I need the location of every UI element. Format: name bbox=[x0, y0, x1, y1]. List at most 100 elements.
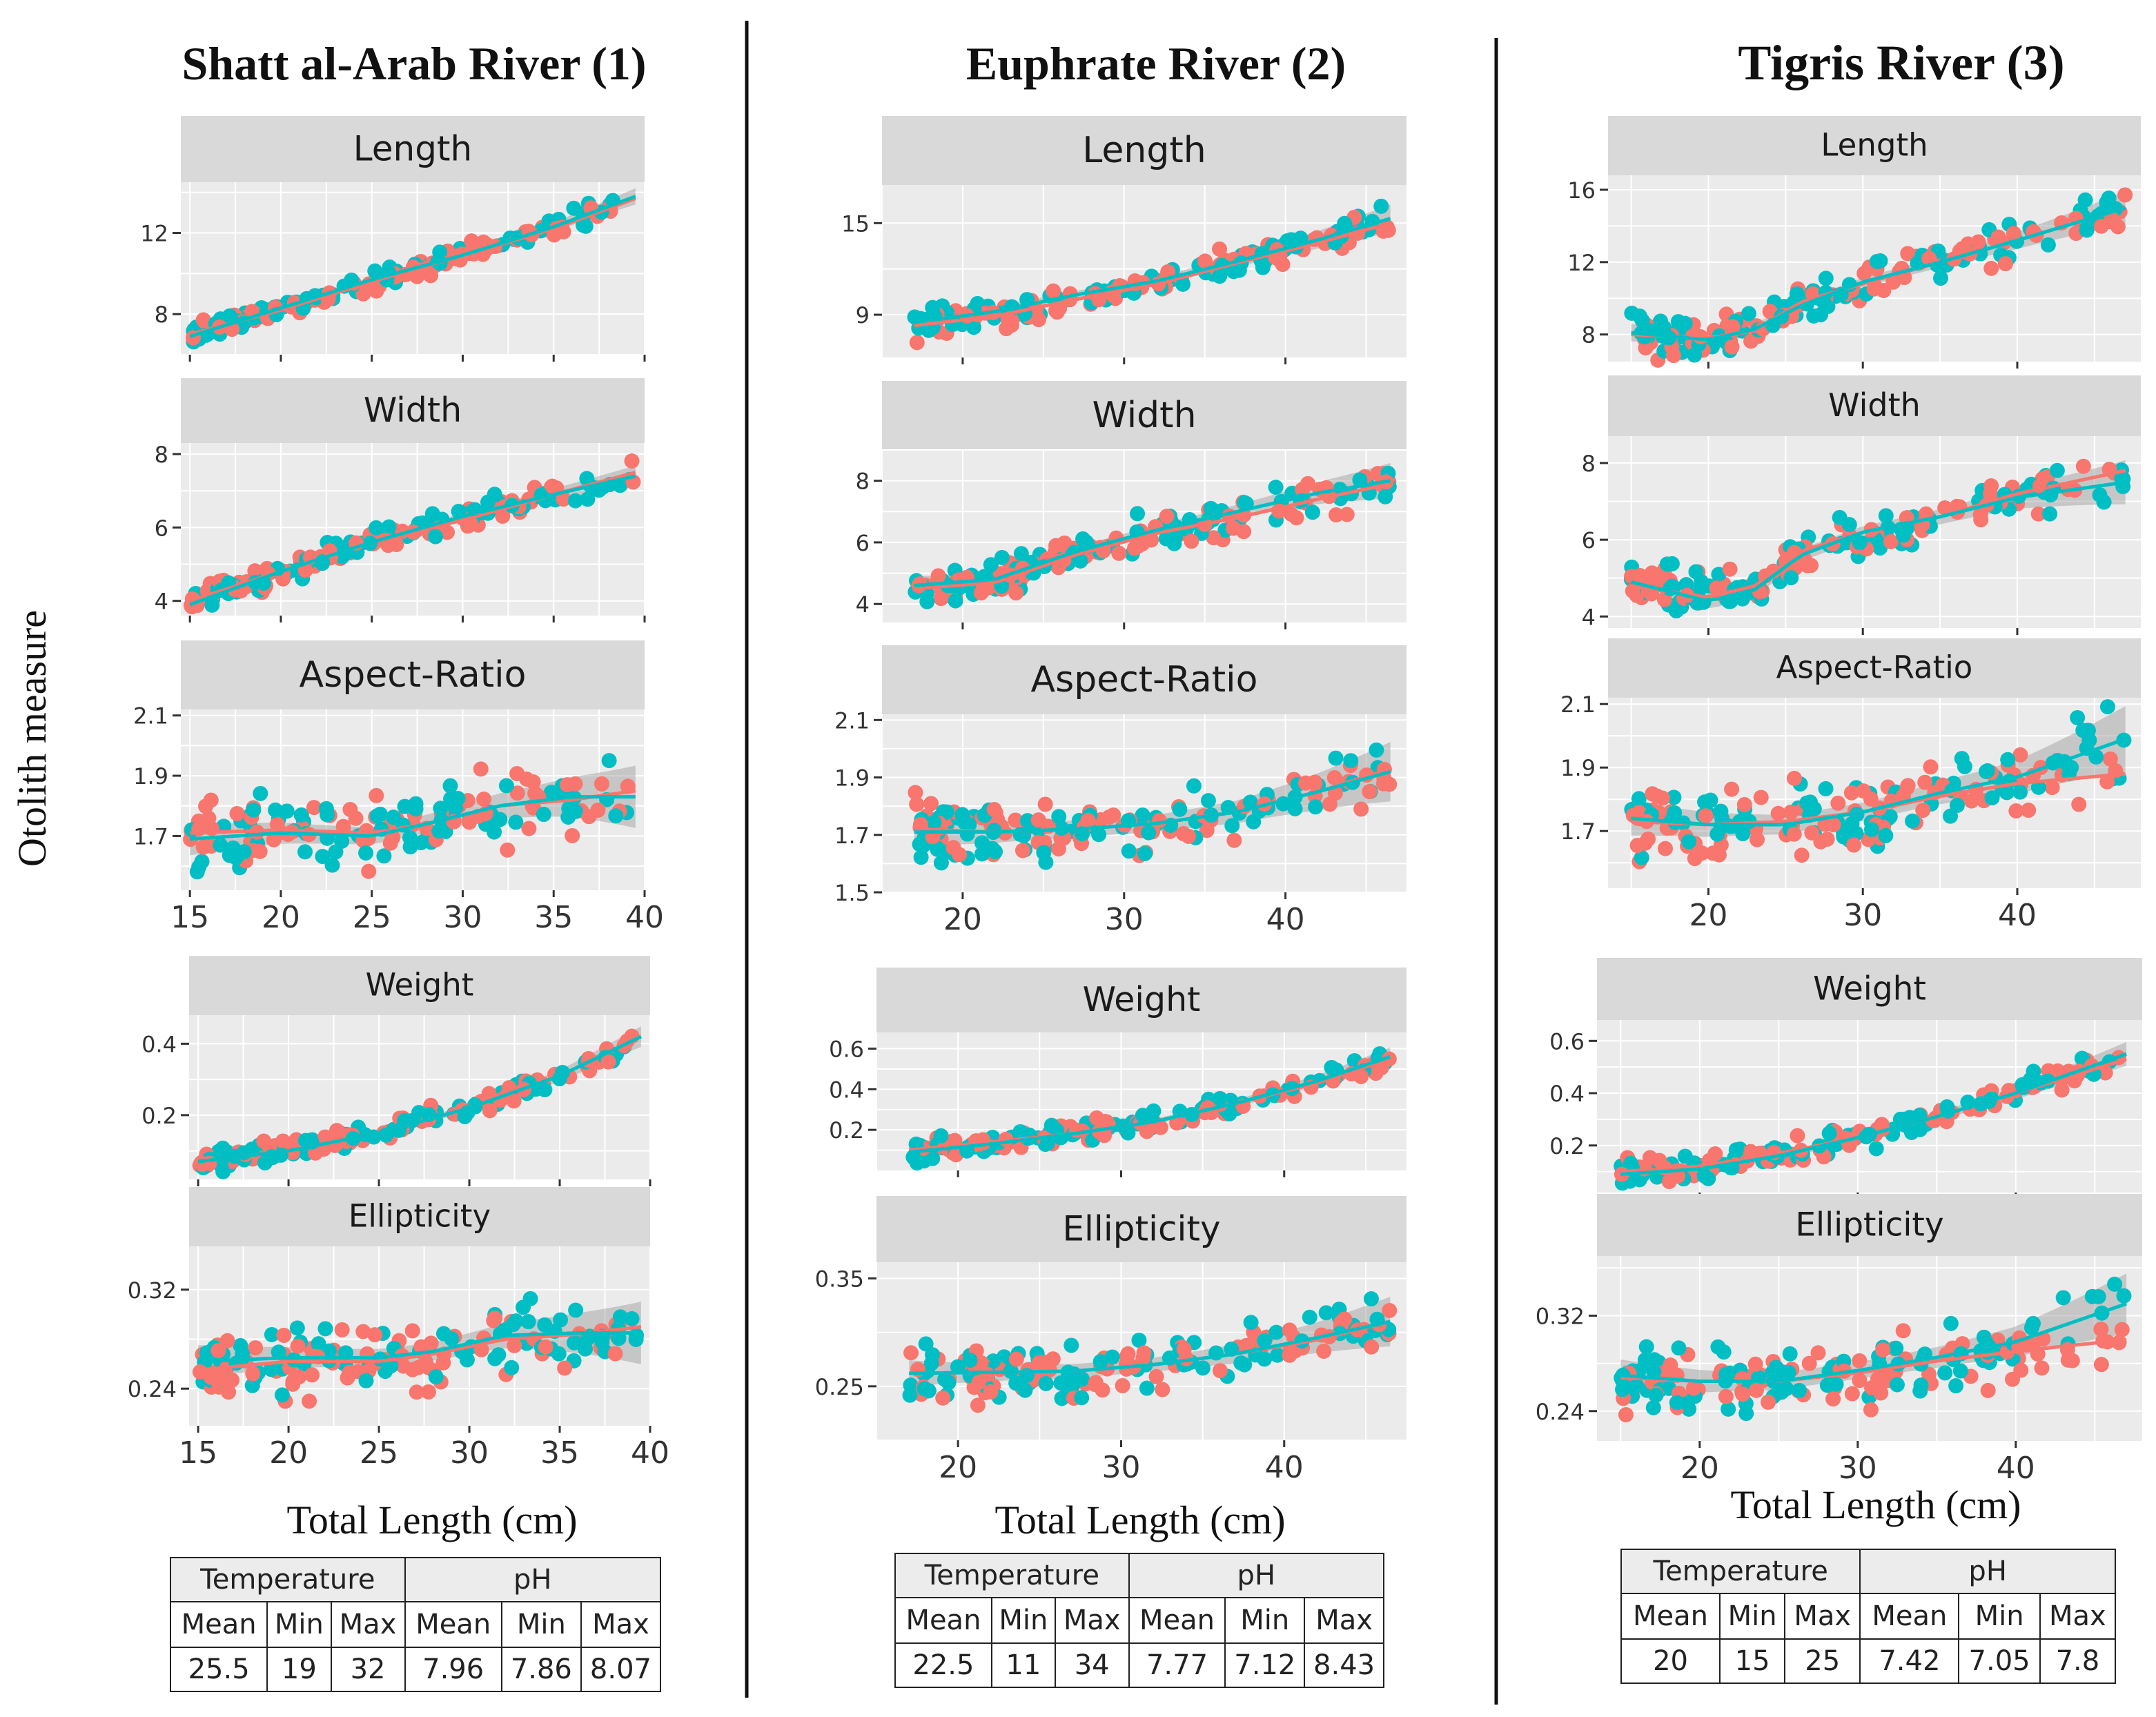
panel-3-aspect-ratio: Aspect-Ratio 1.7 1.9 2.1 15 20 25 30 35 40 bbox=[133, 640, 664, 935]
data-point-a bbox=[930, 568, 946, 584]
data-point-a bbox=[1874, 1117, 1890, 1132]
data-point-a bbox=[1810, 1345, 1826, 1361]
data-point-b bbox=[974, 846, 990, 862]
data-point-a bbox=[1236, 524, 1252, 540]
data-point-b bbox=[376, 848, 392, 864]
data-point-b bbox=[1318, 1305, 1334, 1321]
table-cell: 8.43 bbox=[1304, 1642, 1384, 1689]
data-point-a bbox=[1686, 1380, 1702, 1396]
data-point-b bbox=[1237, 495, 1253, 511]
data-point-b bbox=[442, 778, 458, 794]
data-point-a bbox=[1048, 538, 1064, 553]
data-point-a bbox=[1846, 837, 1862, 853]
data-point-a bbox=[538, 1339, 553, 1355]
data-point-a bbox=[1687, 851, 1703, 867]
data-point-b bbox=[1863, 822, 1879, 838]
data-point-a bbox=[973, 585, 989, 601]
data-point-b bbox=[913, 850, 929, 865]
data-point-a bbox=[624, 453, 640, 469]
data-point-a bbox=[1718, 1389, 1734, 1404]
data-point-a bbox=[1856, 783, 1872, 799]
data-point-b bbox=[919, 593, 935, 609]
river-title-1: Shatt al-Arab River (1) bbox=[182, 37, 647, 90]
data-point-b bbox=[1017, 1382, 1033, 1398]
data-point-b bbox=[1038, 1375, 1054, 1391]
facet-label: Aspect-Ratio bbox=[300, 654, 527, 696]
data-point-b bbox=[1304, 504, 1320, 520]
data-point-a bbox=[509, 785, 525, 801]
data-point-a bbox=[1046, 283, 1061, 299]
data-point-b bbox=[228, 850, 244, 865]
data-point-b bbox=[1896, 527, 1912, 543]
table-header-temperature: Temperature bbox=[1620, 1548, 1861, 1595]
data-point-b bbox=[2079, 222, 2095, 238]
data-point-b bbox=[2107, 1276, 2123, 1292]
data-point-a bbox=[903, 1345, 919, 1361]
data-point-a bbox=[519, 772, 535, 787]
data-point-a bbox=[382, 835, 398, 851]
data-point-b bbox=[1121, 843, 1137, 859]
data-point-a bbox=[1362, 784, 1378, 800]
data-point-a bbox=[1794, 847, 1810, 863]
data-point-b bbox=[522, 1291, 538, 1306]
data-point-b bbox=[487, 824, 502, 840]
data-point-a bbox=[198, 798, 214, 814]
panel-2-width: Width 4 6 8 bbox=[155, 378, 646, 622]
data-point-a bbox=[567, 776, 583, 792]
data-point-b bbox=[2070, 709, 2086, 725]
facet-label: Width bbox=[1092, 395, 1196, 436]
panel-10-ellipticity: Ellipticity 0.25 0.35 20 30 40 bbox=[815, 1196, 1407, 1485]
data-point-b bbox=[358, 845, 374, 861]
trend-line-b bbox=[909, 1319, 1391, 1375]
data-point-b bbox=[921, 322, 937, 338]
data-point-a bbox=[607, 1346, 623, 1362]
data-point-a bbox=[1037, 796, 1053, 812]
data-point-b bbox=[536, 807, 551, 823]
y-tick-label: 15 bbox=[841, 210, 870, 237]
data-point-b bbox=[1373, 198, 1389, 214]
data-point-b bbox=[1709, 826, 1725, 842]
data-point-a bbox=[252, 843, 268, 859]
data-point-b bbox=[1937, 1365, 1953, 1381]
data-point-a bbox=[369, 787, 384, 803]
data-point-a bbox=[1917, 774, 1933, 790]
table-subheader: Max bbox=[580, 1601, 662, 1648]
table-header-ph: pH bbox=[1128, 1552, 1385, 1599]
data-point-a bbox=[979, 1366, 995, 1382]
data-point-b bbox=[1828, 1376, 1844, 1392]
data-point-b bbox=[1841, 517, 1857, 533]
data-point-a bbox=[2008, 803, 2024, 819]
x-tick-label: 20 bbox=[1680, 1451, 1719, 1486]
table-header-ph: pH bbox=[404, 1556, 662, 1603]
data-point-a bbox=[1645, 786, 1660, 802]
facet-strip bbox=[1597, 958, 2142, 1020]
data-point-a bbox=[1724, 781, 1740, 797]
data-point-a bbox=[420, 1384, 436, 1400]
x-tick-label: 25 bbox=[360, 1435, 398, 1471]
table-cell: 32 bbox=[330, 1646, 406, 1693]
data-point-a bbox=[2012, 747, 2028, 763]
y-tick-label: 12 bbox=[140, 221, 168, 247]
data-point-b bbox=[246, 802, 262, 818]
data-point-a bbox=[1197, 253, 1213, 269]
data-point-a bbox=[1155, 1382, 1170, 1397]
data-point-a bbox=[1206, 530, 1222, 546]
table-header-temperature: Temperature bbox=[894, 1552, 1130, 1599]
data-point-b bbox=[1369, 742, 1384, 758]
data-point-b bbox=[1892, 1111, 1908, 1127]
facet-strip bbox=[876, 968, 1407, 1032]
table-header-ph: pH bbox=[1859, 1548, 2116, 1595]
panel-9-weight: Weight 0.2 0.4 0.6 bbox=[829, 968, 1407, 1177]
table-subheader: Mean bbox=[169, 1601, 268, 1648]
data-point-b bbox=[1905, 813, 1921, 829]
data-point-a bbox=[1136, 1345, 1152, 1361]
facet-strip bbox=[1608, 116, 2141, 175]
x-axis-title-3: Total Length (cm) bbox=[1730, 1482, 2021, 1527]
data-point-b bbox=[274, 1387, 290, 1403]
y-tick-label: 0.4 bbox=[1549, 1081, 1585, 1107]
data-point-a bbox=[361, 863, 377, 879]
data-point-b bbox=[508, 1313, 524, 1329]
data-point-a bbox=[2102, 751, 2118, 767]
data-point-b bbox=[1728, 1142, 1744, 1158]
y-tick-label: 0.32 bbox=[128, 1277, 177, 1304]
